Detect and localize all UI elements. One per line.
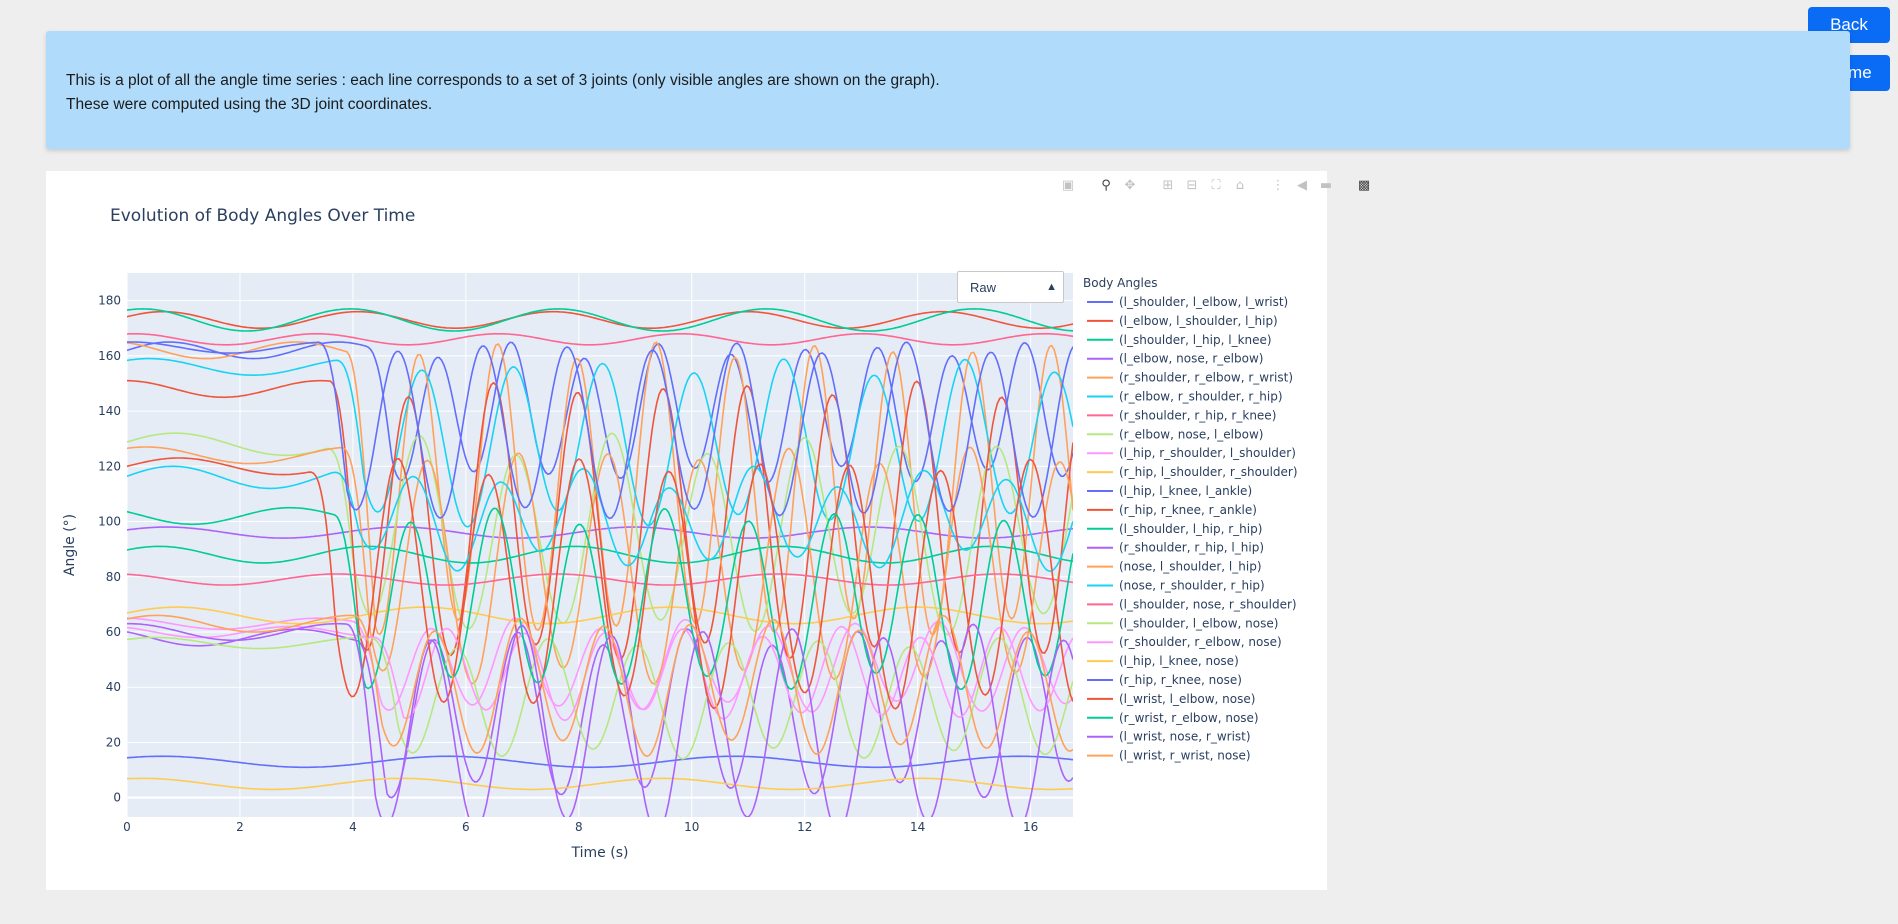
legend-item[interactable]: (nose, l_shoulder, l_hip) — [1119, 560, 1262, 574]
y-tick-label: 40 — [106, 680, 121, 694]
legend-title: Body Angles — [1083, 276, 1158, 290]
legend-item[interactable]: (r_shoulder, r_elbow, r_wrist) — [1119, 371, 1293, 385]
series-line — [127, 628, 1073, 799]
y-tick-label: 80 — [106, 570, 121, 584]
x-tick-label: 16 — [1023, 820, 1038, 834]
chart-title: Evolution of Body Angles Over Time — [110, 206, 415, 226]
series-line — [127, 625, 1073, 722]
legend-item[interactable]: (l_shoulder, nose, r_shoulder) — [1119, 597, 1297, 611]
series-line — [127, 636, 1073, 760]
legend-item[interactable]: (r_shoulder, r_elbow, nose) — [1119, 635, 1282, 649]
series-line — [127, 614, 1073, 758]
series-line — [127, 333, 1073, 346]
pan-icon[interactable]: ✥ — [1124, 177, 1136, 193]
info-line-2: These were computed using the 3D joint c… — [66, 96, 433, 113]
legend-item[interactable]: (r_elbow, nose, l_elbow) — [1119, 427, 1263, 441]
legend-item[interactable]: (l_shoulder, l_elbow, l_wrist) — [1119, 295, 1288, 309]
series-line — [127, 457, 1073, 710]
zoom-out-icon[interactable]: ⊟ — [1186, 177, 1198, 193]
legend-item[interactable]: (l_shoulder, l_elbow, nose) — [1119, 616, 1278, 630]
x-tick-label: 10 — [684, 820, 699, 834]
data-mode-dropdown[interactable]: Raw ▲ — [957, 271, 1064, 303]
series-line — [127, 506, 1073, 691]
reset-axes-icon[interactable]: ⌂ — [1235, 177, 1245, 193]
legend-item[interactable]: (l_shoulder, l_hip, l_knee) — [1119, 333, 1272, 347]
x-tick-label: 6 — [462, 820, 470, 834]
y-tick-label: 140 — [98, 404, 121, 418]
y-tick-label: 120 — [98, 459, 121, 473]
legend-item[interactable]: (l_wrist, l_elbow, nose) — [1119, 692, 1255, 706]
x-tick-label: 2 — [236, 820, 244, 834]
legend-item[interactable]: (l_elbow, l_shoulder, l_hip) — [1119, 314, 1278, 328]
legend-item[interactable]: (l_hip, r_shoulder, l_shoulder) — [1119, 446, 1296, 460]
modebar: ▣ ⚲ ✥ ⊞ ⊟ ⛶ ⌂ ⋮ ◀ ▬ ▩ — [1059, 175, 1373, 195]
chevron-up-icon: ▲ — [1046, 281, 1057, 293]
series-line — [127, 755, 1073, 769]
legend-item[interactable]: (r_hip, r_knee, r_ankle) — [1119, 503, 1257, 517]
legend-item[interactable]: (r_shoulder, r_hip, l_hip) — [1119, 541, 1264, 555]
y-tick-label: 160 — [98, 349, 121, 363]
series-line — [127, 341, 1073, 520]
chart-card: Evolution of Body Angles Over Time 0 2 4 6 8 1… — [46, 171, 1370, 890]
y-tick-label: 100 — [98, 515, 121, 529]
y-tick-label: 60 — [106, 625, 121, 639]
series-line — [127, 777, 1073, 791]
chart-svg: Evolution of Body Angles Over Time 0 2 4 6 8 1… — [62, 206, 1298, 861]
dropdown-selected-label: Raw — [970, 279, 997, 295]
series-line — [127, 622, 1073, 817]
legend-item[interactable]: (l_wrist, nose, r_wrist) — [1119, 730, 1251, 744]
hover-compare-icon[interactable]: ▬ — [1319, 177, 1333, 193]
legend-item[interactable]: (l_shoulder, l_hip, r_hip) — [1119, 522, 1262, 536]
legend-item[interactable]: (l_hip, l_knee, l_ankle) — [1119, 484, 1252, 498]
info-line-1: This is a plot of all the angle time ser… — [66, 72, 940, 89]
legend-item[interactable]: (l_elbow, nose, r_elbow) — [1119, 352, 1263, 366]
spike-lines-icon[interactable]: ⋮ — [1271, 177, 1285, 193]
info-panel: This is a plot of all the angle time ser… — [46, 31, 1850, 149]
x-tick-label: 14 — [910, 820, 925, 834]
y-tick-label: 20 — [106, 735, 121, 749]
x-tick-label: 8 — [575, 820, 583, 834]
x-tick-label: 4 — [349, 820, 357, 834]
plotly-logo-icon[interactable]: ▩ — [1357, 177, 1371, 193]
series-line — [127, 573, 1073, 586]
y-axis-label: Angle (°) — [62, 514, 78, 576]
legend-item[interactable]: (l_hip, l_knee, nose) — [1119, 654, 1239, 668]
y-tick-label: 0 — [113, 791, 121, 805]
x-tick-label: 0 — [123, 820, 131, 834]
series-line — [127, 446, 1073, 685]
series-line — [127, 545, 1073, 564]
legend-item[interactable]: (r_hip, l_shoulder, r_shoulder) — [1119, 465, 1298, 479]
autoscale-icon[interactable]: ⛶ — [1211, 177, 1221, 193]
zoom-icon[interactable]: ⚲ — [1101, 177, 1111, 193]
zoom-in-icon[interactable]: ⊞ — [1162, 177, 1174, 193]
series-line — [127, 357, 1073, 528]
legend-item[interactable]: (l_wrist, r_wrist, nose) — [1119, 749, 1251, 763]
x-tick-label: 12 — [797, 820, 812, 834]
legend-item[interactable]: (r_wrist, r_elbow, nose) — [1119, 711, 1259, 725]
legend-item[interactable]: (r_elbow, r_shoulder, r_hip) — [1119, 390, 1283, 404]
hover-closest-icon[interactable]: ◀ — [1297, 177, 1307, 193]
legend-item[interactable]: (r_hip, r_knee, nose) — [1119, 673, 1242, 687]
series-line — [127, 432, 1073, 636]
series-line — [127, 341, 1073, 484]
series-line — [127, 310, 1073, 329]
x-axis-label: Time (s) — [571, 845, 629, 861]
legend-item[interactable]: (nose, r_shoulder, r_hip) — [1119, 579, 1265, 593]
camera-icon[interactable]: ▣ — [1061, 177, 1075, 193]
plot-area — [127, 273, 1073, 817]
legend-item[interactable]: (r_shoulder, r_hip, r_knee) — [1119, 408, 1276, 422]
y-tick-label: 180 — [98, 294, 121, 308]
series-line — [127, 308, 1073, 332]
series-line — [127, 379, 1073, 660]
